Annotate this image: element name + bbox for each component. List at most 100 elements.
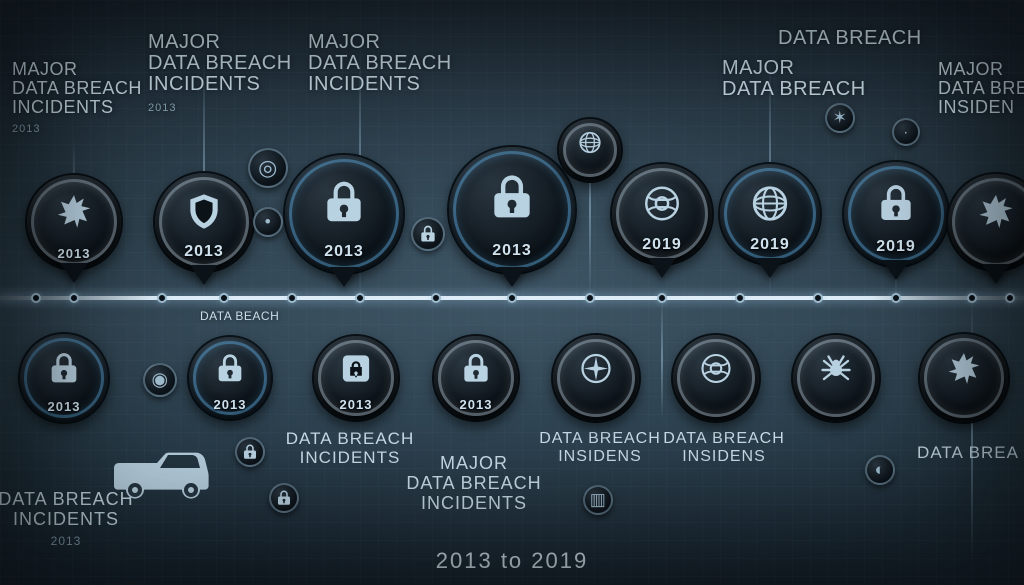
timeline-badge-b7 [793, 335, 879, 421]
caption-text: MAJOR DATA BREACH INCIDENTS [406, 453, 541, 513]
cap-5: DATA BREACH INSIDENS [663, 430, 785, 465]
lbl-top-6: MAJOR DATA BREA INSIDEN [938, 60, 1024, 117]
shield-icon [184, 191, 225, 237]
badge-year: 2013 [214, 397, 247, 412]
timeline-badge-t6: 2019 [612, 164, 712, 264]
mini-ornament: ▥ [583, 485, 613, 515]
badge-tail [982, 264, 1010, 284]
badge-disc [553, 335, 639, 421]
caption-text: DATA BREACH INSIDENS [663, 430, 785, 465]
lbl-top-3: MAJOR DATA BREACH INCIDENTS [308, 32, 452, 95]
mini-ornament: ◉ [143, 363, 177, 397]
label-text: MAJOR DATA BREACH INCIDENTS [308, 31, 452, 95]
globe-icon [577, 130, 603, 161]
burst-icon [55, 192, 94, 236]
badge-tail [498, 267, 526, 287]
timeline-badge-t4: 2013 [449, 147, 575, 273]
mini-ornament: ◎ [248, 148, 288, 188]
badge-year: 2013 [460, 397, 493, 412]
badge-year: 2013 [184, 243, 224, 261]
badge-disc [948, 174, 1024, 270]
label-text: MAJOR DATA BREACH INCIDENTS [148, 31, 292, 95]
label-text: MAJOR DATA BREACH [722, 57, 866, 100]
timeline-badge-b1: 2013 [20, 334, 108, 422]
cap-4: DATA BREACH INSIDENS [539, 430, 661, 465]
lbl-top-2: MAJOR DATA BREACH INCIDENTS 2013 [148, 32, 292, 116]
mini-ornament [235, 437, 265, 467]
label-year: 2013 [148, 102, 176, 114]
axis-tick [431, 293, 441, 303]
badge-disc [673, 335, 759, 421]
timeline-badge-t8: 2019 [844, 162, 948, 266]
timeline-badge-t3: 2013 [285, 155, 403, 273]
badge-disc: 2013 [434, 336, 518, 420]
axis-tick [157, 293, 167, 303]
timeline-badge-b5 [553, 335, 639, 421]
lbl-mid-small: DATA BEACH [200, 310, 279, 323]
mini-ornament: • [253, 207, 283, 237]
badge-tail [756, 258, 784, 278]
lock-icon [459, 351, 494, 391]
label-text: DATA BREACH [778, 27, 922, 49]
label-text: MAJOR DATA BREACH INCIDENTS [12, 59, 142, 117]
badge-year: 2013 [58, 246, 91, 261]
crest-icon [641, 183, 683, 230]
lock-icon [874, 181, 918, 230]
badge-year: 2013 [324, 243, 364, 261]
timeline-badge-b6 [673, 335, 759, 421]
lock-icon [319, 177, 369, 232]
badge-disc: 2013 [189, 337, 271, 419]
burst-icon [946, 350, 983, 392]
mini-ornament: ◐ [865, 455, 895, 485]
badge-disc [920, 334, 1008, 422]
van-icon [110, 448, 210, 508]
timeline-badge-b4: 2013 [434, 336, 518, 420]
badge-disc: 2013 [27, 175, 121, 269]
badge-tail [330, 267, 358, 287]
timeline-stage: MAJOR DATA BREACH INCIDENTS 2013MAJOR DA… [0, 0, 1024, 585]
timeline-badge-b2: 2013 [189, 337, 271, 419]
axis-tick [31, 293, 41, 303]
label-year: 2013 [12, 123, 40, 135]
footer-text: 2013 to 2019 [436, 548, 588, 573]
globe-icon [749, 183, 791, 230]
badge-tail [648, 258, 676, 278]
badge-year: 2019 [642, 236, 682, 254]
axis-tick [813, 293, 823, 303]
burst-icon [976, 192, 1016, 237]
badge-disc: 2019 [720, 164, 820, 264]
badge-tail [882, 260, 910, 280]
badge-tail [60, 263, 88, 283]
timeline-badge-t1: 2013 [27, 175, 121, 269]
axis-tick [1005, 293, 1015, 303]
badge-year: 2013 [48, 399, 81, 414]
badge-year: 2019 [876, 238, 916, 256]
timeline-badge-b3: 2013 [314, 336, 398, 420]
cap-3: MAJOR DATA BREACH INCIDENTS [406, 454, 541, 513]
lock-icon [486, 171, 539, 229]
mini-ornament: · [892, 118, 920, 146]
badge-disc: 2019 [612, 164, 712, 264]
badge-disc: 2013 [314, 336, 398, 420]
connector-line [661, 298, 663, 420]
caption-text: DATA BREACH INCIDENTS [286, 429, 414, 467]
compass-icon [578, 351, 614, 392]
mini-ornament [269, 483, 299, 513]
cap-6: DATA BREA [917, 444, 1019, 463]
badge-disc: 2013 [449, 147, 575, 273]
lbl-top-1: MAJOR DATA BREACH INCIDENTS 2013 [12, 60, 142, 136]
badge-year: 2019 [750, 236, 790, 254]
timeline-badge-t2: 2013 [155, 173, 253, 271]
timeline-badge-b8 [920, 334, 1008, 422]
spider-icon [818, 351, 854, 392]
label-text: DATA BEACH [200, 309, 279, 323]
timeline-badge-t7: 2019 [720, 164, 820, 264]
label-text: MAJOR DATA BREA INSIDEN [938, 59, 1024, 117]
badge-disc: 2019 [844, 162, 948, 266]
lock-icon [213, 352, 247, 391]
footer-range: 2013 to 2019 [436, 548, 588, 574]
mini-ornament [411, 217, 445, 251]
badge-year: 2013 [492, 242, 532, 260]
lbl-top-4: MAJOR DATA BREACH [722, 58, 866, 100]
lock-icon [46, 350, 83, 392]
